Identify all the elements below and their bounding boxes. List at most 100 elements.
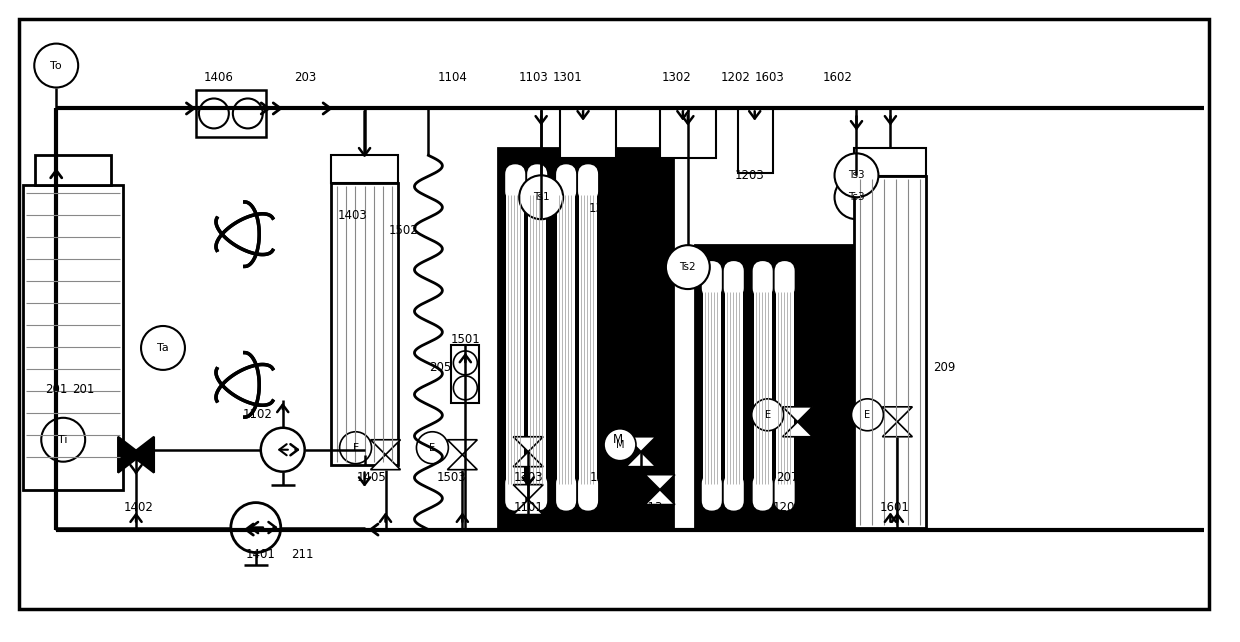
- Circle shape: [520, 175, 563, 219]
- Polygon shape: [513, 485, 543, 499]
- FancyBboxPatch shape: [506, 474, 525, 510]
- Text: E: E: [352, 443, 358, 453]
- Circle shape: [666, 245, 709, 289]
- Circle shape: [231, 503, 280, 553]
- Bar: [660, 108, 715, 159]
- Circle shape: [835, 153, 878, 197]
- Polygon shape: [448, 455, 477, 470]
- Polygon shape: [883, 407, 913, 422]
- Text: 1405: 1405: [357, 471, 387, 484]
- Circle shape: [260, 428, 305, 472]
- FancyBboxPatch shape: [528, 474, 546, 510]
- Bar: [24, 186, 123, 490]
- Text: 1601: 1601: [879, 501, 909, 514]
- Bar: [560, 108, 616, 159]
- Text: 213: 213: [640, 501, 662, 514]
- Text: 207: 207: [776, 471, 799, 484]
- Text: 201: 201: [45, 383, 67, 396]
- Bar: [579, 191, 596, 483]
- Bar: [754, 288, 771, 483]
- FancyBboxPatch shape: [703, 262, 720, 297]
- FancyBboxPatch shape: [754, 262, 771, 297]
- Bar: [724, 288, 743, 483]
- Polygon shape: [645, 490, 675, 505]
- Text: 205: 205: [429, 361, 451, 374]
- Text: 1302: 1302: [662, 71, 692, 84]
- Circle shape: [454, 376, 477, 400]
- Circle shape: [141, 326, 185, 370]
- Polygon shape: [448, 440, 477, 455]
- Text: M: M: [616, 440, 624, 450]
- Text: 1503: 1503: [436, 471, 466, 484]
- Circle shape: [852, 399, 883, 431]
- FancyBboxPatch shape: [579, 166, 596, 200]
- Polygon shape: [626, 437, 656, 452]
- Text: 1602: 1602: [822, 71, 852, 84]
- Text: 1202: 1202: [720, 71, 750, 84]
- Circle shape: [454, 351, 477, 375]
- Text: 1403: 1403: [337, 209, 367, 221]
- Polygon shape: [513, 437, 543, 452]
- Bar: [528, 191, 546, 483]
- FancyBboxPatch shape: [579, 474, 596, 510]
- FancyBboxPatch shape: [776, 262, 794, 297]
- Bar: [694, 245, 864, 528]
- Bar: [703, 288, 720, 483]
- Text: 1603: 1603: [755, 71, 785, 84]
- Text: 1401: 1401: [246, 548, 275, 561]
- FancyBboxPatch shape: [506, 166, 525, 200]
- Bar: [35, 155, 112, 186]
- Bar: [331, 184, 398, 465]
- Polygon shape: [645, 474, 675, 490]
- Text: Ti: Ti: [58, 435, 68, 445]
- Text: M: M: [613, 433, 622, 446]
- Text: 1201: 1201: [773, 501, 802, 514]
- Polygon shape: [782, 407, 812, 422]
- Text: Ts1: Ts1: [533, 192, 549, 202]
- Bar: [331, 155, 398, 184]
- FancyBboxPatch shape: [703, 474, 720, 510]
- Polygon shape: [782, 422, 812, 437]
- Text: 1203: 1203: [735, 169, 765, 182]
- Polygon shape: [513, 499, 543, 515]
- Text: 1303: 1303: [513, 471, 543, 484]
- Bar: [451, 345, 480, 403]
- Circle shape: [340, 432, 372, 464]
- Text: Ts3: Ts3: [848, 192, 864, 202]
- Text: 1402: 1402: [124, 501, 154, 514]
- Text: 1101: 1101: [513, 501, 543, 514]
- Text: 1406: 1406: [203, 71, 234, 84]
- Bar: [738, 108, 773, 173]
- FancyBboxPatch shape: [724, 474, 743, 510]
- Bar: [557, 191, 575, 483]
- Text: 1305: 1305: [589, 471, 619, 484]
- Text: 1103: 1103: [518, 71, 548, 84]
- Text: 1501: 1501: [450, 333, 480, 347]
- Text: 1301: 1301: [552, 71, 582, 84]
- Polygon shape: [626, 452, 656, 467]
- Text: 1102: 1102: [243, 408, 273, 421]
- Bar: [196, 89, 265, 137]
- Text: 209: 209: [934, 361, 956, 374]
- Text: E: E: [429, 443, 435, 453]
- Circle shape: [417, 432, 449, 464]
- Bar: [498, 148, 673, 528]
- Polygon shape: [130, 437, 154, 473]
- Circle shape: [41, 418, 86, 462]
- FancyBboxPatch shape: [724, 262, 743, 297]
- FancyBboxPatch shape: [754, 474, 771, 510]
- Text: E: E: [765, 410, 771, 420]
- Polygon shape: [118, 437, 141, 473]
- Bar: [854, 148, 926, 177]
- FancyBboxPatch shape: [557, 474, 575, 510]
- Text: Ts2: Ts2: [680, 262, 696, 272]
- Text: 201: 201: [72, 383, 94, 396]
- Polygon shape: [371, 440, 401, 455]
- Bar: [776, 288, 794, 483]
- Polygon shape: [513, 452, 543, 467]
- Circle shape: [751, 399, 784, 431]
- Circle shape: [35, 44, 78, 87]
- Polygon shape: [371, 455, 401, 470]
- Text: Ta: Ta: [157, 343, 169, 353]
- Bar: [506, 191, 525, 483]
